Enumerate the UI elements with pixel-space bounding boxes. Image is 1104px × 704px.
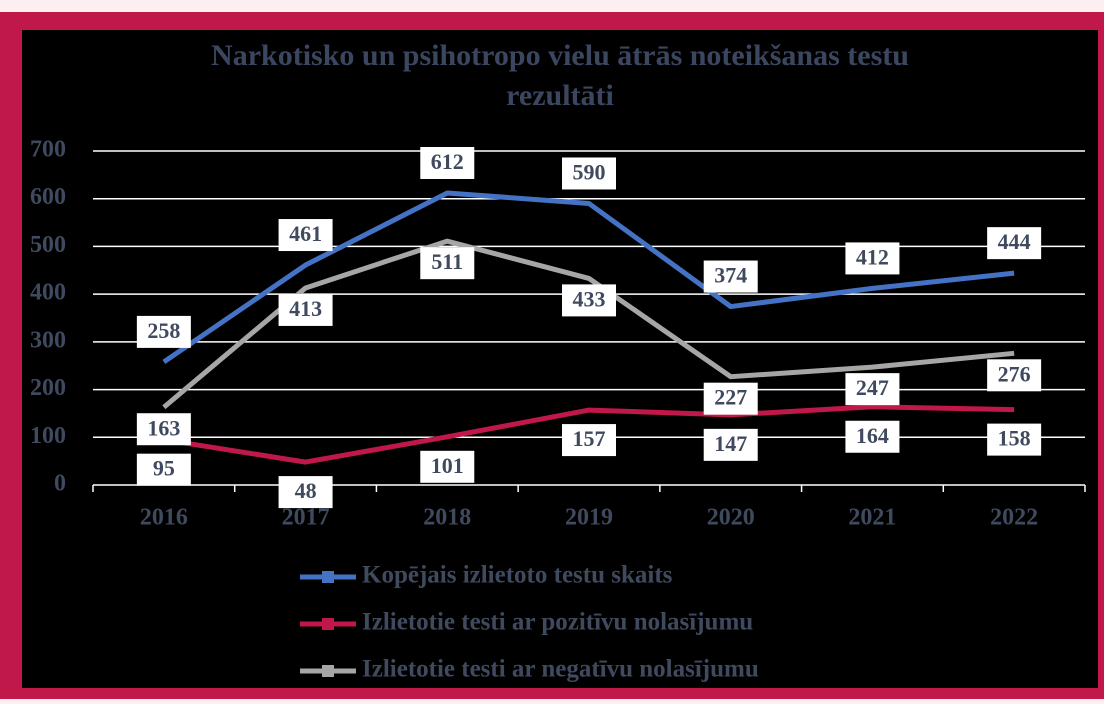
data-label-box xyxy=(420,146,475,179)
data-label: 101 xyxy=(431,453,464,478)
x-tick-label: 2018 xyxy=(423,505,471,531)
y-tick-label: 700 xyxy=(30,137,66,163)
data-label-box xyxy=(987,359,1042,392)
series-line xyxy=(162,190,1015,364)
data-label-box xyxy=(703,382,758,415)
data-label-box xyxy=(845,420,900,453)
data-label: 163 xyxy=(147,415,180,440)
legend-label: Izlietotie testi ar pozitīvu nolasījumu xyxy=(362,609,753,636)
x-tick-label: 2021 xyxy=(848,505,896,531)
legend-label: Izlietotie testi ar negatīvu nolasījumu xyxy=(362,656,759,683)
legend-marker xyxy=(322,618,334,630)
data-label: 227 xyxy=(714,385,747,410)
y-tick-label: 500 xyxy=(30,232,66,258)
data-label-box xyxy=(562,284,616,317)
data-label-box xyxy=(987,423,1042,456)
data-label: 511 xyxy=(431,249,463,274)
data-label-box xyxy=(278,476,333,509)
data-label: 412 xyxy=(856,244,889,269)
data-label-box xyxy=(278,219,333,252)
data-label-box xyxy=(136,413,191,446)
data-label: 164 xyxy=(856,423,889,448)
data-label-box xyxy=(136,453,191,486)
y-tick-label: 0 xyxy=(54,471,66,497)
data-label-box xyxy=(136,315,191,348)
data-label: 48 xyxy=(295,478,317,503)
data-label-box xyxy=(987,227,1042,260)
data-label: 158 xyxy=(998,426,1031,451)
data-label-box xyxy=(562,157,616,190)
series-line xyxy=(163,404,1015,465)
data-label-box xyxy=(420,247,475,280)
x-tick-label: 2020 xyxy=(707,505,755,531)
data-label: 413 xyxy=(289,296,322,321)
y-tick-label: 600 xyxy=(30,184,66,210)
y-tick-label: 100 xyxy=(30,423,66,449)
data-label-box xyxy=(845,373,900,406)
data-label-box xyxy=(703,428,758,461)
x-tick-label: 2017 xyxy=(282,505,330,531)
data-label-box xyxy=(562,424,616,457)
x-tick-label: 2016 xyxy=(140,505,188,531)
y-tick-label: 400 xyxy=(30,280,66,306)
data-label: 444 xyxy=(998,229,1031,254)
data-label: 147 xyxy=(714,431,747,456)
chart-title: Narkotisko un psihotropo vielu ātrās not… xyxy=(211,39,909,112)
legend-marker xyxy=(322,571,334,583)
plot-background xyxy=(22,30,1098,688)
x-tick-label: 2019 xyxy=(565,505,613,531)
data-label-box xyxy=(278,293,333,326)
series-line xyxy=(162,238,1015,410)
data-label: 157 xyxy=(573,426,606,451)
data-label: 247 xyxy=(856,375,889,400)
data-label: 258 xyxy=(147,318,180,343)
legend-label: Kopējais izlietoto testu skaits xyxy=(362,562,673,589)
data-label: 461 xyxy=(289,221,322,246)
data-label: 590 xyxy=(573,160,606,185)
data-label-box xyxy=(845,242,900,275)
x-tick-label: 2022 xyxy=(990,505,1038,531)
data-label: 433 xyxy=(573,286,606,311)
data-label: 276 xyxy=(998,361,1031,386)
data-label-box xyxy=(420,450,475,483)
y-tick-label: 300 xyxy=(30,327,66,353)
data-label: 612 xyxy=(431,149,464,174)
y-tick-label: 200 xyxy=(30,375,66,401)
legend-marker xyxy=(322,665,334,677)
data-label: 95 xyxy=(153,456,175,481)
data-label-box xyxy=(703,260,758,293)
data-label: 374 xyxy=(714,263,747,288)
